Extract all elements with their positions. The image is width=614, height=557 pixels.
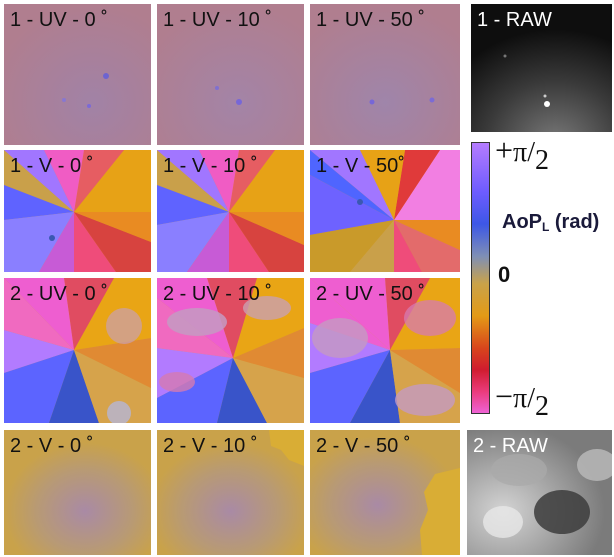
tile-2-uv-50: 2 - UV - 50 ˚ <box>310 278 460 423</box>
tile-label: 2 - UV - 0 ˚ <box>10 283 108 305</box>
tile-2-raw: 2 - RAW <box>467 430 612 555</box>
tile-1-v-50-image <box>310 150 460 272</box>
tile-1-v-50: 1 - V - 50˚ <box>310 150 460 272</box>
tile-label: 2 - V - 10 ˚ <box>163 435 258 457</box>
tile-2-v-0: 2 - V - 0 ˚ <box>4 430 151 555</box>
aop-colorbar <box>471 142 490 414</box>
top-pi: π <box>513 137 528 168</box>
tile-2-uv-0: 2 - UV - 0 ˚ <box>4 278 151 423</box>
top-den: 2 <box>534 145 549 176</box>
tile-label: 1 - RAW <box>477 9 552 31</box>
tile-label: 2 - UV - 50 ˚ <box>316 283 425 305</box>
tile-label: 1 - UV - 0 ˚ <box>10 9 108 31</box>
colorbar-top-label: +π/2 <box>495 132 549 176</box>
top-sign: + <box>495 132 514 168</box>
tile-label: 1 - V - 10 ˚ <box>163 155 258 177</box>
units-tail: (rad) <box>549 211 600 233</box>
tile-2-v-50: 2 - V - 50 ˚ <box>310 430 460 555</box>
tile-2-uv-0-image <box>4 278 151 423</box>
tile-1-v-0: 1 - V - 0 ˚ <box>4 150 151 272</box>
tile-2-v-0-image <box>4 430 151 555</box>
tile-label: 1 - V - 0 ˚ <box>10 155 94 177</box>
tile-2-uv-10: 2 - UV - 10 ˚ <box>157 278 304 423</box>
tile-label: 1 - UV - 50 ˚ <box>316 9 425 31</box>
tile-label: 1 - V - 50˚ <box>316 155 405 177</box>
tile-1-raw-image <box>471 4 612 132</box>
tile-1-v-0-image <box>4 150 151 272</box>
tile-2-v-50-image <box>310 430 460 555</box>
tile-label: 2 - V - 0 ˚ <box>10 435 94 457</box>
tile-1-uv-10-image <box>157 4 304 145</box>
colorbar-bottom-label: −π/2 <box>495 378 549 422</box>
tile-2-v-10-image <box>157 430 304 555</box>
bottom-den: 2 <box>534 391 549 422</box>
bottom-pi: π <box>513 383 528 414</box>
units-sub: L <box>542 220 550 234</box>
tile-1-uv-50: 1 - UV - 50 ˚ <box>310 4 460 145</box>
tile-2-raw-image <box>467 430 612 555</box>
tile-label: 2 - V - 50 ˚ <box>316 435 411 457</box>
tile-1-uv-0: 1 - UV - 0 ˚ <box>4 4 151 145</box>
tile-2-uv-10-image <box>157 278 304 423</box>
bottom-slash: / <box>527 383 535 414</box>
tile-1-v-10-image <box>157 150 304 272</box>
tile-label: 1 - UV - 10 ˚ <box>163 9 272 31</box>
colorbar-units-label: AoPL (rad) <box>502 210 599 239</box>
tile-label: 2 - UV - 10 ˚ <box>163 283 272 305</box>
tile-1-uv-10: 1 - UV - 10 ˚ <box>157 4 304 145</box>
top-slash: / <box>527 137 535 168</box>
tile-2-uv-50-image <box>310 278 460 423</box>
colorbar-zero-label: 0 <box>498 262 511 287</box>
tile-1-v-10: 1 - V - 10 ˚ <box>157 150 304 272</box>
units-main: AoP <box>502 211 542 233</box>
tile-1-uv-50-image <box>310 4 460 145</box>
tile-1-raw: 1 - RAW <box>471 4 612 132</box>
bottom-sign: − <box>495 378 514 414</box>
tile-1-uv-0-image <box>4 4 151 145</box>
tile-label: 2 - RAW <box>473 435 548 457</box>
tile-2-v-10: 2 - V - 10 ˚ <box>157 430 304 555</box>
